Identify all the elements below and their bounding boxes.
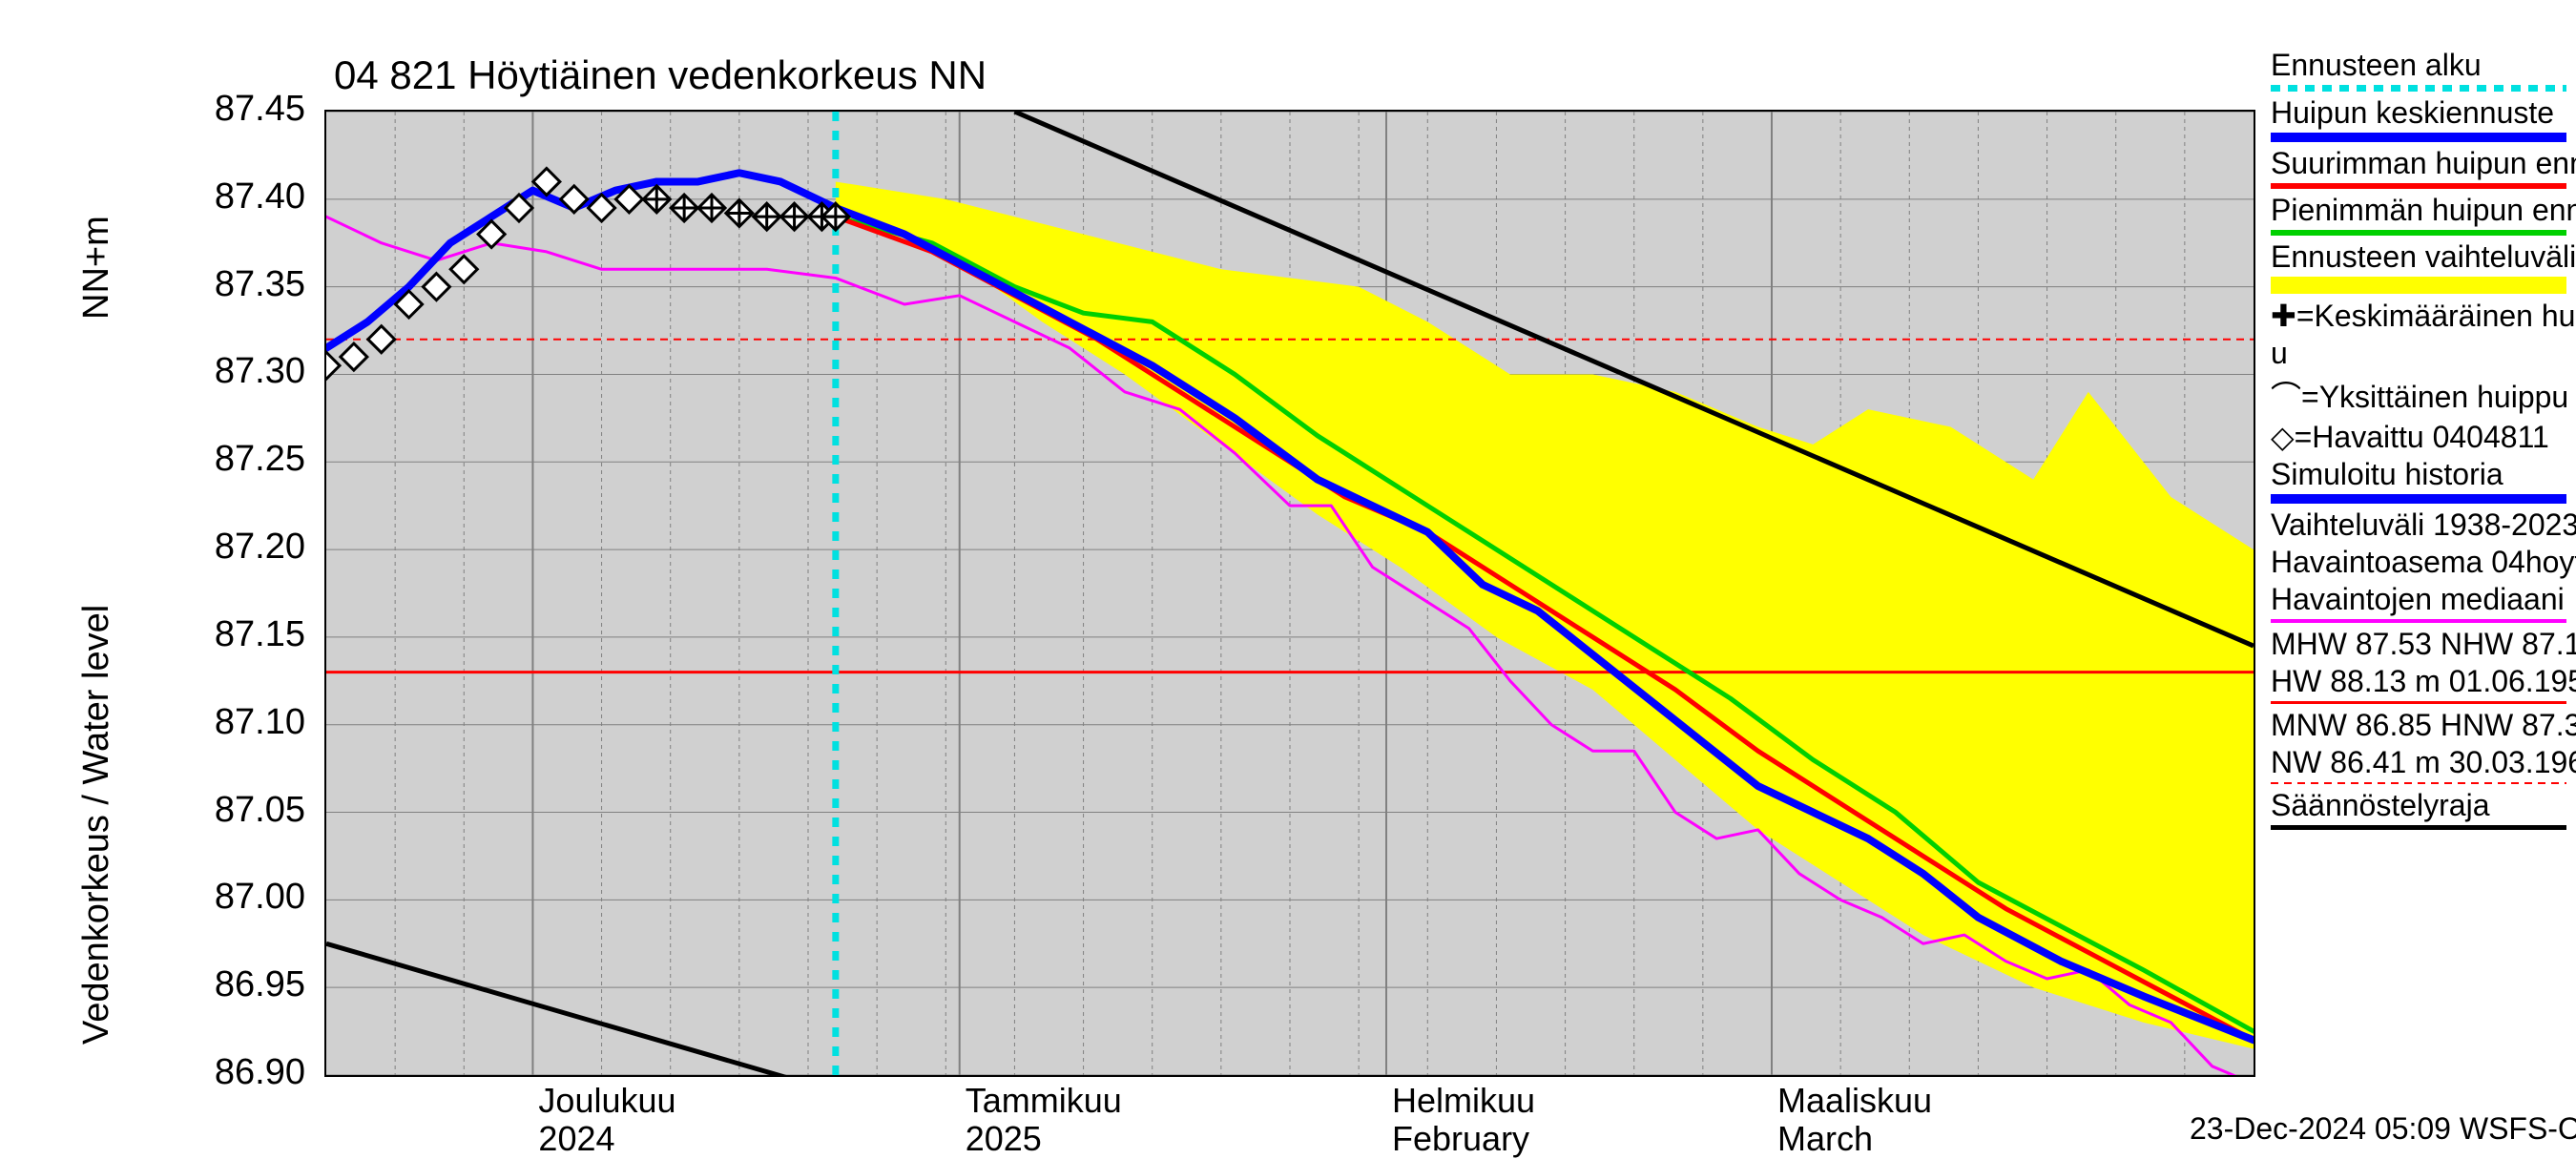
legend-swatch [2271, 131, 2566, 144]
legend-item: HW 88.13 m 01.06.1955 [2271, 664, 2576, 706]
footer-timestamp: 23-Dec-2024 05:09 WSFS-O [2190, 1111, 2576, 1147]
legend-item: Simuloitu historia [2271, 457, 2576, 506]
legend-item: Ennusteen vaihteluväli [2271, 239, 2576, 296]
legend-swatch [2271, 228, 2566, 238]
x-tick-month: Joulukuu [538, 1081, 675, 1121]
legend-swatch [2271, 823, 2566, 832]
legend-label: Ennusteen vaihteluväli [2271, 239, 2576, 274]
y-axis-label-unit: NN+m [76, 216, 117, 320]
y-tick: 87.45 [153, 89, 305, 130]
plot-svg [326, 112, 2254, 1075]
x-tick-month: Maaliskuu [1777, 1081, 1932, 1121]
y-tick: 87.40 [153, 176, 305, 217]
legend-label: Säännöstelyraja [2271, 788, 2489, 822]
plot-area [324, 110, 2255, 1077]
legend-item: ✚=Keskimääräinen huipp [2271, 298, 2576, 334]
legend-swatch [2271, 617, 2566, 625]
legend-swatch [2271, 83, 2566, 93]
chart-container: 04 821 Höytiäinen vedenkorkeus NN NN+m V… [0, 0, 2576, 1145]
y-tick: 87.00 [153, 877, 305, 918]
legend-label: ⌒=Yksittäinen huippu [2271, 380, 2568, 414]
legend-item: Suurimman huipun ennuste [2271, 146, 2576, 191]
y-tick: 87.10 [153, 702, 305, 743]
legend-label: MHW 87.53 NHW 87.13 [2271, 627, 2576, 661]
y-tick: 87.30 [153, 351, 305, 392]
legend-label: Havaintojen mediaani [2271, 582, 2565, 616]
legend-label: Suurimman huipun ennuste [2271, 146, 2576, 180]
legend-swatch [2271, 699, 2566, 706]
legend-item: Vaihteluväli 1938-2023 [2271, 507, 2576, 543]
y-tick: 87.20 [153, 527, 305, 568]
y-tick: 87.05 [153, 790, 305, 831]
legend-item: Havaintoasema 04hoyti [2271, 545, 2576, 580]
y-axis-label-main: Vedenkorkeus / Water level [76, 605, 117, 1045]
x-tick-month: Tammikuu [966, 1081, 1122, 1121]
legend-label: ✚=Keskimääräinen huipp [2271, 299, 2576, 333]
legend-item: ◇=Havaittu 0404811 [2271, 419, 2576, 455]
legend-label: HW 88.13 m 01.06.1955 [2271, 664, 2576, 698]
legend-label: MNW 86.85 HNW 87.32 [2271, 708, 2576, 742]
y-tick: 87.35 [153, 264, 305, 305]
legend-item: MNW 86.85 HNW 87.32 [2271, 708, 2576, 743]
y-tick: 86.95 [153, 964, 305, 1005]
y-tick: 87.25 [153, 439, 305, 480]
legend-item: u [2271, 336, 2576, 371]
x-tick-sub: February [1392, 1119, 1529, 1159]
x-tick-sub: March [1777, 1119, 1873, 1159]
legend-item: MHW 87.53 NHW 87.13 [2271, 627, 2576, 662]
legend-label: u [2271, 336, 2288, 370]
legend-label: ◇=Havaittu 0404811 [2271, 420, 2549, 454]
legend-item: Huipun keskiennuste [2271, 95, 2576, 144]
legend-swatch [2271, 780, 2566, 786]
legend-swatch [2271, 181, 2566, 191]
legend-label: NW 86.41 m 30.03.1960 [2271, 745, 2576, 779]
x-tick-sub: 2024 [538, 1119, 614, 1159]
x-tick-sub: 2025 [966, 1119, 1042, 1159]
legend-item: Säännöstelyraja [2271, 788, 2576, 832]
y-tick: 86.90 [153, 1052, 305, 1093]
legend: Ennusteen alku Huipun keskiennuste Suurimm… [2271, 48, 2576, 834]
legend-label: Vaihteluväli 1938-2023 [2271, 507, 2576, 542]
legend-swatch [2271, 492, 2566, 506]
legend-label: Pienimmän huipun ennuste [2271, 193, 2576, 227]
y-tick: 87.15 [153, 614, 305, 655]
legend-item: ⌒=Yksittäinen huippu [2271, 373, 2576, 417]
legend-swatch [2271, 275, 2566, 296]
legend-label: Huipun keskiennuste [2271, 95, 2554, 130]
legend-label: Simuloitu historia [2271, 457, 2503, 491]
legend-label: Havaintoasema 04hoyti [2271, 545, 2576, 579]
x-tick-month: Helmikuu [1392, 1081, 1535, 1121]
legend-item: NW 86.41 m 30.03.1960 [2271, 745, 2576, 786]
legend-item: Ennusteen alku [2271, 48, 2576, 93]
legend-label: Ennusteen alku [2271, 48, 2482, 82]
legend-item: Pienimmän huipun ennuste [2271, 193, 2576, 238]
legend-item: Havaintojen mediaani [2271, 582, 2576, 625]
chart-title: 04 821 Höytiäinen vedenkorkeus NN [334, 52, 987, 98]
